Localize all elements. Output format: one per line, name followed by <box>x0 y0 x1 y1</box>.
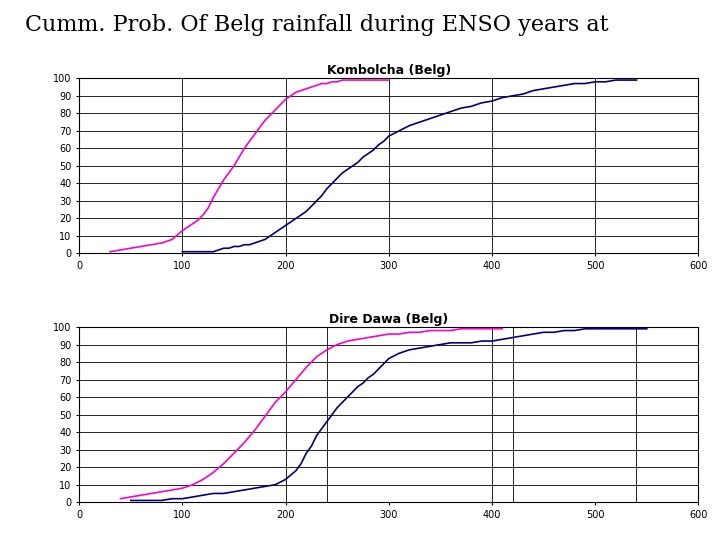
Text: Cumm. Prob. Of Belg rainfall during ENSO years at: Cumm. Prob. Of Belg rainfall during ENSO… <box>25 14 608 36</box>
Title: Kombolcha (Belg): Kombolcha (Belg) <box>327 64 451 77</box>
Title: Dire Dawa (Belg): Dire Dawa (Belg) <box>329 313 449 326</box>
